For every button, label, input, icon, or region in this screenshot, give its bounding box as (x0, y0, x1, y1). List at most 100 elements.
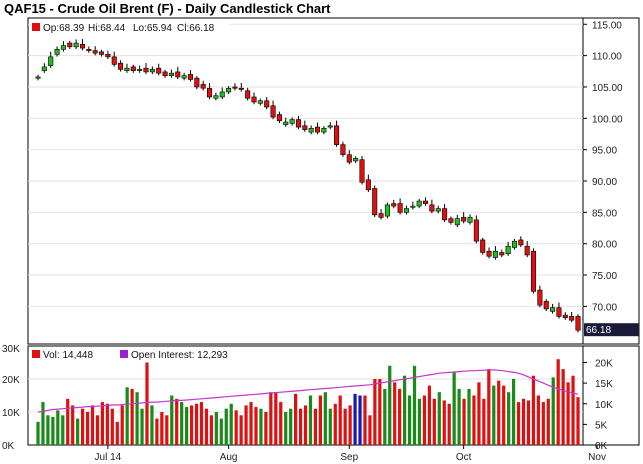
candle (372, 185, 378, 218)
volume-bar (487, 369, 491, 445)
price-grid (28, 23, 583, 307)
candle (257, 98, 263, 106)
candle (315, 122, 321, 135)
candle (143, 62, 149, 75)
volume-bar (566, 382, 570, 445)
candle-body (156, 67, 162, 74)
candle-body (200, 84, 206, 89)
volume-bar (551, 377, 555, 445)
volume-bar (378, 379, 382, 445)
candle-body (276, 114, 282, 122)
candle (537, 285, 543, 308)
volume-bar (323, 392, 327, 445)
candle (302, 120, 308, 132)
candle (435, 205, 441, 214)
x-axis-labels: Jul 14AugSepOctNovDec (95, 445, 606, 463)
candle-body (295, 119, 301, 128)
candle-body (257, 100, 263, 104)
volume-bar (462, 398, 466, 445)
volume-bar (105, 403, 109, 445)
volume-bar (249, 402, 253, 445)
price-tick-label: 90.00 (592, 177, 617, 188)
volume-bar (507, 392, 511, 445)
candle (92, 46, 98, 56)
volume-bar (298, 408, 303, 445)
candle-body (308, 128, 314, 133)
candle-body (213, 95, 219, 99)
x-axis-label: Oct (456, 452, 472, 463)
price-tick-label: 85.00 (592, 208, 617, 219)
volume-bar (308, 395, 313, 445)
volume-bar (407, 395, 412, 445)
candle (403, 205, 409, 215)
candle-body (524, 245, 530, 256)
volume-legend: Vol: 14,448 Open Interest: 12,293 (31, 348, 259, 361)
volume-right-tick-label: 10K (595, 400, 613, 411)
candle-body (143, 67, 149, 73)
candle-body (359, 159, 365, 183)
candle (168, 69, 174, 78)
volume-bar (135, 392, 139, 445)
candle (397, 198, 403, 215)
volume-bar (41, 402, 45, 445)
open-interest-legend-swatch (120, 350, 128, 358)
candle (365, 174, 371, 192)
price-tick-label: 105.00 (592, 83, 623, 94)
candle (524, 240, 530, 258)
candle (531, 248, 537, 294)
volume-bar (383, 388, 387, 445)
candle (518, 236, 524, 248)
candle-body (403, 208, 409, 213)
candle-body (486, 250, 492, 257)
volume-bar (338, 395, 342, 445)
volume-bar (239, 415, 243, 445)
candle-body (372, 188, 378, 216)
candle (219, 87, 225, 100)
candle-body (130, 66, 136, 71)
candle-body (378, 213, 384, 218)
volume-bar (51, 416, 55, 445)
volume-bar (120, 405, 124, 445)
volume-bar (294, 393, 298, 445)
ohlc-high: Hi:68.44 (88, 23, 126, 34)
volume-bar (175, 398, 179, 445)
candle-body (340, 144, 346, 155)
volume-bar (224, 408, 228, 445)
volume-bar (95, 415, 100, 445)
volume-bar (71, 405, 75, 445)
volume-bar (368, 415, 372, 445)
candle (283, 117, 289, 127)
candle-body (219, 91, 225, 98)
volume-bar (264, 412, 268, 445)
candle (359, 155, 365, 185)
candle-body (467, 217, 473, 223)
volume-bar (452, 372, 456, 445)
x-axis-label: Aug (220, 452, 238, 463)
candle-body (92, 50, 98, 54)
price-tick-label: 95.00 (592, 146, 617, 157)
candle (264, 97, 270, 110)
price-tick-label: 70.00 (592, 302, 617, 313)
candle (238, 83, 244, 92)
candle (245, 87, 251, 101)
candle-body (365, 179, 371, 191)
candle-body (575, 316, 581, 331)
candle-body (511, 240, 517, 248)
candle (181, 72, 187, 81)
volume-bar (46, 415, 50, 445)
volume-legend-label: Vol: 14,448 (43, 350, 93, 361)
candle-body (238, 87, 244, 90)
volume-right-tick-label: 0K (595, 441, 608, 452)
candle (54, 46, 60, 57)
candle-body (270, 105, 276, 118)
candle-body (429, 204, 435, 212)
candle-body (492, 250, 498, 258)
price-tick-label: 110.00 (592, 52, 622, 63)
volume-bar (209, 415, 214, 445)
volume-bar (556, 359, 560, 445)
candle (429, 199, 435, 214)
volume-bar (422, 395, 427, 445)
candle (480, 237, 486, 255)
candle-body (531, 250, 537, 292)
candle (353, 156, 359, 164)
